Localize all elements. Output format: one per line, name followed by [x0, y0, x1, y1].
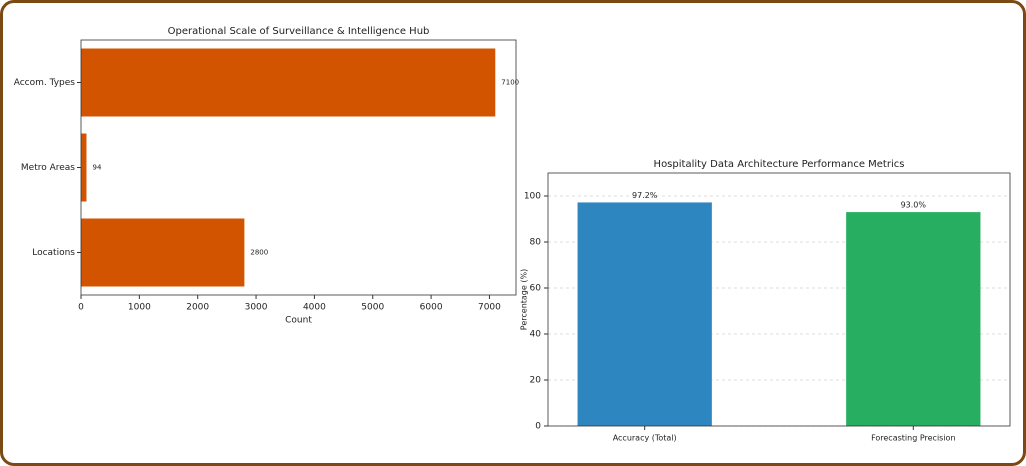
x-axis-label: Count: [285, 316, 312, 326]
value-label: 7100: [501, 79, 519, 87]
bar: [577, 202, 712, 426]
x-tick-label: 7000: [478, 303, 501, 313]
y-tick-label: Accom. Types: [14, 78, 76, 88]
y-tick-label: 100: [524, 192, 541, 202]
y-tick-label: 0: [535, 422, 541, 432]
y-axis-label: Percentage (%): [520, 269, 529, 330]
y-tick-label: 40: [530, 330, 542, 340]
y-tick-label: 20: [530, 376, 542, 386]
x-tick-label: 1000: [128, 303, 151, 313]
x-tick-label: Forecasting Precision: [871, 434, 955, 443]
charts: Operational Scale of Surveillance & Inte…: [14, 26, 1011, 443]
bar: [81, 48, 496, 117]
x-tick-label: 3000: [245, 303, 268, 313]
x-tick-label: 2000: [186, 303, 209, 313]
value-label: 93.0%: [901, 201, 927, 210]
y-tick-label: Metro Areas: [21, 163, 75, 173]
x-tick-label: 6000: [420, 303, 443, 313]
plot-frame: [80, 39, 517, 296]
chart-title: Operational Scale of Surveillance & Inte…: [168, 26, 430, 37]
value-label: 97.2%: [632, 191, 658, 200]
value-label: 2800: [250, 249, 268, 257]
bar: [846, 212, 981, 426]
y-tick-label: 80: [530, 238, 542, 248]
chart-title: Hospitality Data Architecture Performanc…: [654, 159, 905, 170]
x-tick-label: Accuracy (Total): [613, 434, 677, 443]
y-tick-label: Locations: [32, 248, 75, 258]
x-tick-label: 4000: [303, 303, 326, 313]
plot-frame: [547, 172, 1011, 427]
x-tick-label: 5000: [361, 303, 384, 313]
y-tick-label: 60: [530, 284, 542, 294]
bar: [81, 218, 245, 287]
bar: [81, 133, 87, 202]
x-tick-label: 0: [78, 303, 84, 313]
value-label: 94: [92, 164, 101, 172]
